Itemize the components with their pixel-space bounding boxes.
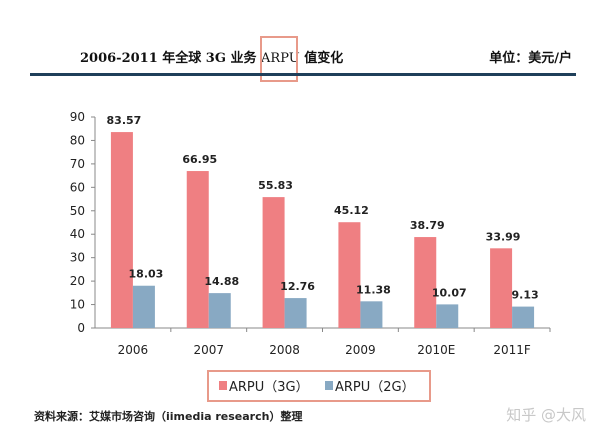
y-tick-label: 0 <box>77 321 85 335</box>
legend: ARPU（3G） ARPU（2G） <box>219 380 415 395</box>
data-label: 38.79 <box>410 219 445 232</box>
bar-2g <box>512 306 535 328</box>
bar-3g <box>262 197 285 328</box>
data-label: 18.03 <box>129 268 164 281</box>
data-label: 55.83 <box>258 179 293 192</box>
bar-3g <box>414 237 437 328</box>
data-label: 11.38 <box>356 283 391 296</box>
bar-3g <box>110 132 133 328</box>
legend-swatch <box>325 381 333 390</box>
bar-2g <box>284 298 307 328</box>
legend-swatch <box>219 381 227 390</box>
title-rule <box>30 73 576 76</box>
legend-label: ARPU（2G） <box>335 380 415 395</box>
title-highlight: ARPU <box>260 51 300 66</box>
x-tick-label: 2006 <box>118 343 149 357</box>
x-tick-label: 2010E <box>417 343 455 357</box>
x-tick-label: 2011F <box>493 343 531 357</box>
x-tick-label: 2008 <box>269 343 300 357</box>
bar-2g <box>208 293 231 328</box>
y-tick-label: 70 <box>70 157 85 171</box>
data-label: 33.99 <box>486 230 521 243</box>
y-tick-label: 50 <box>70 204 85 218</box>
y-tick-label: 10 <box>70 298 85 312</box>
y-tick-label: 20 <box>70 274 85 288</box>
y-tick-label: 80 <box>70 133 85 147</box>
data-label: 10.07 <box>432 286 467 299</box>
x-tick-label: 2009 <box>345 343 376 357</box>
y-tick-label: 40 <box>70 227 85 241</box>
bar-2g <box>360 301 383 328</box>
source-note: 资料来源：艾媒市场咨询（iimedia research）整理 <box>34 409 302 423</box>
unit-label: 单位：美元/户 <box>489 50 572 66</box>
y-tick-label: 60 <box>70 180 85 194</box>
data-label: 12.76 <box>280 280 315 293</box>
title-prefix: 2006-2011 年全球 3G 业务 <box>80 50 261 66</box>
data-label: 45.12 <box>334 204 369 217</box>
legend-box <box>207 370 431 402</box>
bar-2g <box>436 304 459 328</box>
bar-2g <box>132 285 155 328</box>
title-suffix: 值变化 <box>300 50 344 66</box>
watermark: 知乎 @大风 <box>506 406 586 424</box>
bar-3g <box>186 171 209 328</box>
bar-3g <box>338 222 361 328</box>
data-label: 9.13 <box>512 289 539 302</box>
chart-title: 2006-2011 年全球 3G 业务 ARPU 值变化 <box>80 50 343 66</box>
data-label: 66.95 <box>182 153 217 166</box>
bar-3g <box>490 248 513 328</box>
x-tick-label: 2007 <box>193 343 224 357</box>
data-label: 14.88 <box>204 275 239 288</box>
data-label: 83.57 <box>107 114 142 127</box>
y-tick-label: 30 <box>70 251 85 265</box>
highlight-box <box>260 36 298 82</box>
legend-label: ARPU（3G） <box>229 380 309 395</box>
y-tick-label: 90 <box>70 110 85 124</box>
